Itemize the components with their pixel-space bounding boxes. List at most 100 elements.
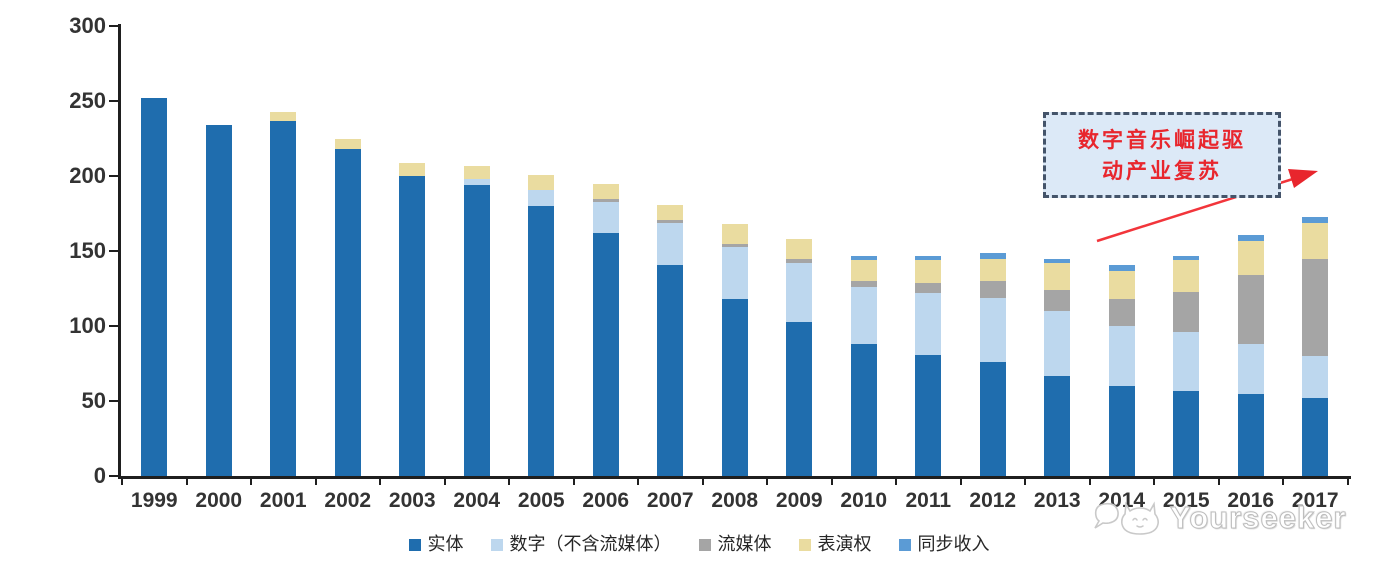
bar-segment <box>399 162 426 176</box>
x-axis-label: 2000 <box>195 489 243 512</box>
bar-segment <box>657 264 684 476</box>
x-axis-tick <box>443 476 446 485</box>
bar-segment <box>721 246 748 299</box>
bar-segment <box>1044 258 1071 263</box>
bar-segment <box>592 233 619 476</box>
x-axis-tick <box>1346 476 1349 485</box>
bar-segment <box>528 206 555 476</box>
legend-swatch <box>898 539 911 551</box>
x-axis-tick <box>1217 476 1220 485</box>
bar-segment <box>915 354 942 476</box>
x-axis-tick <box>572 476 575 485</box>
bar-segment <box>915 255 942 260</box>
bar-segment <box>786 239 813 259</box>
bar-segment <box>528 189 555 206</box>
x-axis-tick <box>1024 476 1026 485</box>
x-axis-label: 2002 <box>324 489 372 512</box>
x-axis-label: 2011 <box>905 489 952 512</box>
bar-segment <box>915 260 942 283</box>
x-axis-tick <box>830 476 833 485</box>
bar-segment <box>1108 264 1135 271</box>
legend-label: 实体 <box>427 534 464 555</box>
x-axis-tick <box>121 476 123 485</box>
bar-segment <box>1173 390 1200 476</box>
x-axis-tick <box>379 476 381 485</box>
bar-segment <box>141 98 168 476</box>
bar-segment <box>1108 386 1135 476</box>
bar-segment <box>786 321 813 476</box>
bar-segment <box>1173 332 1200 391</box>
x-axis-tick <box>1088 476 1091 485</box>
bar-segment <box>592 201 619 233</box>
legend-swatch <box>698 539 711 551</box>
bar-segment <box>334 138 361 149</box>
legend-item: 流媒体 <box>698 535 772 555</box>
bar-segment <box>399 176 426 476</box>
y-axis-label: 100 <box>69 313 106 338</box>
x-axis-label: 2006 <box>582 489 630 512</box>
bar-segment <box>1044 290 1071 311</box>
x-axis-label: 2016 <box>1227 489 1275 512</box>
x-axis-label: 2012 <box>969 489 1017 512</box>
x-axis-tick <box>1282 476 1284 485</box>
x-axis-tick <box>701 476 704 485</box>
y-axis-label: 300 <box>69 13 106 38</box>
y-axis-tick <box>109 100 119 102</box>
bar-segment <box>270 111 297 121</box>
x-axis-tick <box>1153 476 1155 485</box>
x-axis-label: 2015 <box>1162 489 1210 512</box>
bar-segment <box>1173 260 1200 292</box>
bar-segment <box>463 185 490 476</box>
watermark-text: Yourseeker <box>1170 500 1347 536</box>
bar-segment <box>1108 326 1135 386</box>
legend-item: 数字（不含流媒体） <box>490 534 672 555</box>
legend-swatch <box>798 539 811 551</box>
legend-swatch <box>490 539 503 551</box>
legend: 实体 数字（不含流媒体） 流媒体 表演权 同步收入 <box>0 535 1398 555</box>
y-axis-tick <box>109 400 119 402</box>
legend-label: 同步收入 <box>917 534 990 555</box>
bar-segment <box>528 174 555 190</box>
bar-segment <box>979 258 1006 281</box>
bar-segment <box>850 281 877 287</box>
x-axis-tick <box>508 476 510 485</box>
bar-segment <box>1302 222 1329 259</box>
y-axis-label: 250 <box>69 88 106 113</box>
x-axis-label: 2017 <box>1291 489 1339 512</box>
bar-segment <box>1302 216 1329 223</box>
bar-segment <box>205 125 232 476</box>
bar-segment <box>1108 299 1135 326</box>
y-axis-label: 0 <box>93 463 106 488</box>
bar-segment <box>463 179 490 185</box>
bar-segment <box>850 287 877 344</box>
bar-segment <box>979 281 1006 298</box>
bar-segment <box>463 165 490 179</box>
bar-segment <box>915 293 942 355</box>
x-axis-tick <box>766 476 768 485</box>
bar-segment <box>721 299 748 476</box>
bar-segment <box>1173 291 1200 332</box>
bar-segment <box>657 222 684 265</box>
bar-segment <box>1237 393 1264 476</box>
annotation-text-line1: 数字音乐崛起驱 <box>1078 127 1246 152</box>
legend-label: 表演权 <box>817 534 872 555</box>
x-axis-label: 2008 <box>711 489 759 512</box>
bar-segment <box>1044 311 1071 376</box>
legend-label: 数字（不含流媒体） <box>509 534 672 555</box>
bar-segment <box>657 219 684 223</box>
x-axis-label: 2001 <box>259 489 307 512</box>
bar-segment <box>979 297 1006 362</box>
y-axis-label: 50 <box>81 388 106 413</box>
bar-segment <box>1044 263 1071 290</box>
legend-item: 实体 <box>408 534 464 555</box>
y-axis-label: 200 <box>69 163 106 188</box>
bar-segment <box>592 183 619 199</box>
x-axis-label: 2010 <box>840 489 888 512</box>
bar-segment <box>657 204 684 220</box>
x-axis-tick <box>959 476 962 485</box>
bar-segment <box>1108 270 1135 299</box>
bar-segment <box>850 260 877 281</box>
legend-swatch <box>408 539 421 551</box>
x-axis-label: 1999 <box>130 489 178 512</box>
bar-segment <box>850 255 877 260</box>
